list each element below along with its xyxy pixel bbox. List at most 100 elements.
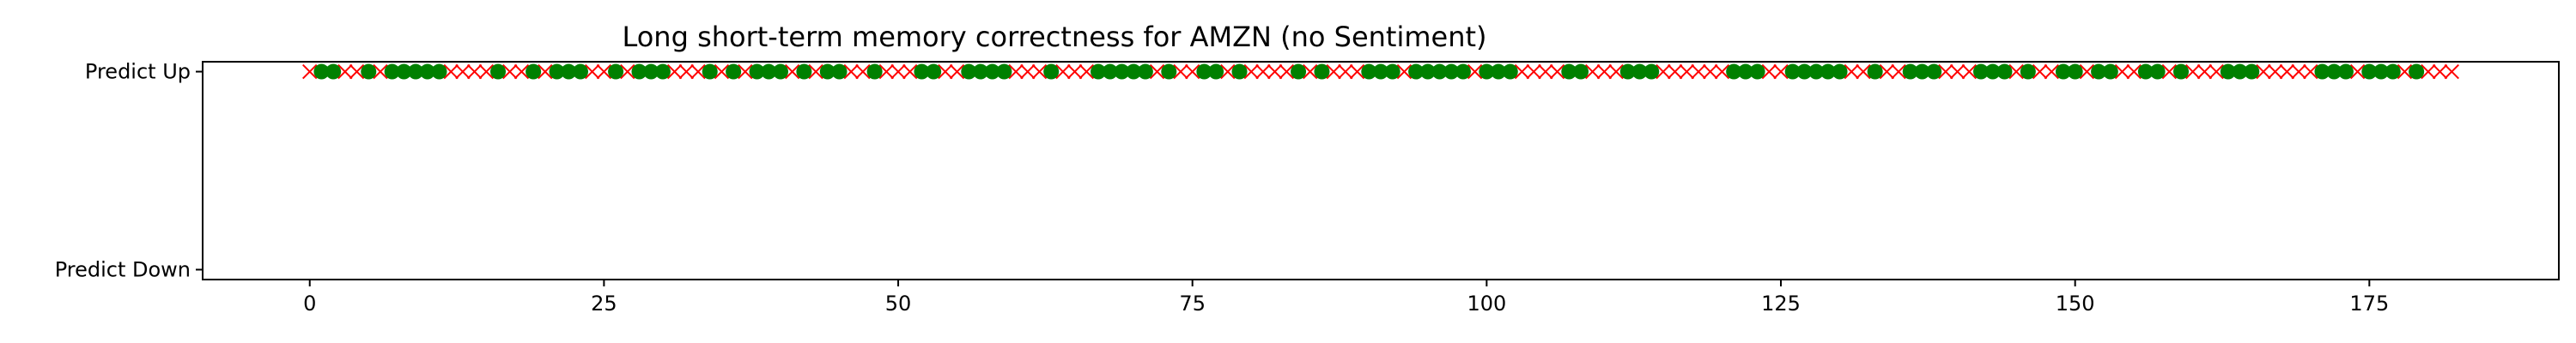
incorrect-prediction-marker <box>938 63 953 80</box>
incorrect-prediction-marker <box>2256 63 2271 80</box>
x-marker-stroke <box>678 63 695 80</box>
x-marker-stroke <box>1949 63 1965 80</box>
correct-prediction-marker <box>1373 63 1388 80</box>
incorrect-prediction-marker <box>2397 63 2413 80</box>
correct-prediction-marker <box>914 63 930 80</box>
x-marker-stroke <box>784 63 800 80</box>
incorrect-prediction-marker <box>1173 63 1188 80</box>
incorrect-prediction-marker <box>1679 63 1695 80</box>
incorrect-prediction-marker <box>1349 63 1365 80</box>
incorrect-prediction-marker <box>2279 63 2295 80</box>
correct-prediction-marker <box>1419 63 1436 80</box>
incorrect-prediction-marker <box>584 63 600 80</box>
correct-prediction-marker <box>1926 63 1942 80</box>
x-marker-stroke <box>513 63 530 80</box>
incorrect-prediction-marker <box>373 63 388 80</box>
x-marker-stroke <box>443 63 459 80</box>
x-marker-stroke <box>1891 63 1906 80</box>
x-marker-stroke <box>2126 63 2142 80</box>
correct-prediction-marker <box>419 63 435 80</box>
x-marker-stroke <box>1526 63 1541 80</box>
correct-prediction-marker <box>772 63 788 80</box>
x-marker-stroke <box>2032 63 2048 80</box>
incorrect-prediction-marker <box>2267 63 2283 80</box>
incorrect-prediction-marker <box>2044 63 2059 80</box>
correct-prediction-marker <box>2091 63 2107 80</box>
x-tick-label: 25 <box>591 292 617 316</box>
correct-prediction-marker <box>2385 63 2401 80</box>
x-tick-label: 175 <box>2349 292 2389 316</box>
correct-prediction-marker <box>1726 63 1742 80</box>
incorrect-prediction-marker <box>1514 63 1530 80</box>
correct-prediction-marker <box>2055 63 2071 80</box>
x-marker-stroke <box>2208 63 2224 80</box>
correct-prediction-marker <box>1996 63 2013 80</box>
incorrect-prediction-marker <box>1526 63 1541 80</box>
incorrect-prediction-marker <box>1761 63 1777 80</box>
x-marker-stroke <box>2079 63 2095 80</box>
x-marker-stroke <box>1596 63 1613 80</box>
incorrect-prediction-marker <box>1879 63 1895 80</box>
correct-prediction-marker <box>749 63 765 80</box>
correct-prediction-marker <box>2373 63 2390 80</box>
x-marker-stroke <box>690 63 706 80</box>
x-marker-stroke <box>538 63 553 80</box>
incorrect-prediction-marker <box>2432 63 2448 80</box>
x-marker-stroke <box>890 63 906 80</box>
incorrect-prediction-marker <box>738 63 753 80</box>
incorrect-prediction-marker <box>2196 63 2213 80</box>
incorrect-prediction-marker <box>1055 63 1071 80</box>
correct-prediction-marker <box>996 63 1012 80</box>
correct-prediction-marker <box>1479 63 1495 80</box>
x-marker-stroke <box>302 63 318 80</box>
x-marker-stroke <box>1608 63 1624 80</box>
x-marker-stroke <box>1267 63 1283 80</box>
correct-prediction-marker <box>1114 63 1130 80</box>
x-marker-stroke <box>2432 63 2448 80</box>
incorrect-prediction-marker <box>1691 63 1706 80</box>
correct-prediction-marker <box>1643 63 1660 80</box>
correct-prediction-marker <box>1384 63 1400 80</box>
x-marker-stroke <box>337 63 353 80</box>
x-marker-stroke <box>2185 63 2201 80</box>
correct-prediction-marker <box>2220 63 2236 80</box>
correct-prediction-marker <box>1314 63 1330 80</box>
plot-area <box>302 63 2459 80</box>
x-marker-stroke <box>502 63 518 80</box>
correct-prediction-marker <box>1784 63 1801 80</box>
incorrect-prediction-marker <box>890 63 906 80</box>
x-marker-stroke <box>349 63 365 80</box>
x-marker-stroke <box>949 63 965 80</box>
incorrect-prediction-marker <box>1008 63 1024 80</box>
correct-prediction-marker <box>2137 63 2154 80</box>
correct-prediction-marker <box>561 63 577 80</box>
correct-prediction-marker <box>1984 63 2001 80</box>
correct-prediction-marker <box>549 63 565 80</box>
correct-prediction-marker <box>2337 63 2354 80</box>
incorrect-prediction-marker <box>2421 63 2436 80</box>
correct-prediction-marker <box>431 63 447 80</box>
incorrect-prediction-marker <box>596 63 612 80</box>
x-tick-label: 125 <box>1761 292 1801 316</box>
incorrect-prediction-marker <box>855 63 871 80</box>
incorrect-prediction-marker <box>478 63 495 80</box>
x-marker-stroke <box>1184 63 1200 80</box>
correct-prediction-marker <box>1361 63 1377 80</box>
incorrect-prediction-marker <box>466 63 483 80</box>
x-marker-stroke <box>596 63 612 80</box>
incorrect-prediction-marker <box>513 63 530 80</box>
correct-prediction-marker <box>796 63 812 80</box>
x-marker-stroke <box>1714 63 1730 80</box>
incorrect-prediction-marker <box>2114 63 2130 80</box>
plot-frame <box>202 61 2560 280</box>
incorrect-prediction-marker <box>1949 63 1965 80</box>
x-marker-stroke <box>2291 63 2306 80</box>
x-tick-label: 100 <box>1467 292 1506 316</box>
incorrect-prediction-marker <box>1703 63 1718 80</box>
x-marker-stroke <box>1761 63 1777 80</box>
incorrect-prediction-marker <box>666 63 683 80</box>
correct-prediction-marker <box>1196 63 1212 80</box>
incorrect-prediction-marker <box>1714 63 1730 80</box>
incorrect-prediction-marker <box>443 63 459 80</box>
